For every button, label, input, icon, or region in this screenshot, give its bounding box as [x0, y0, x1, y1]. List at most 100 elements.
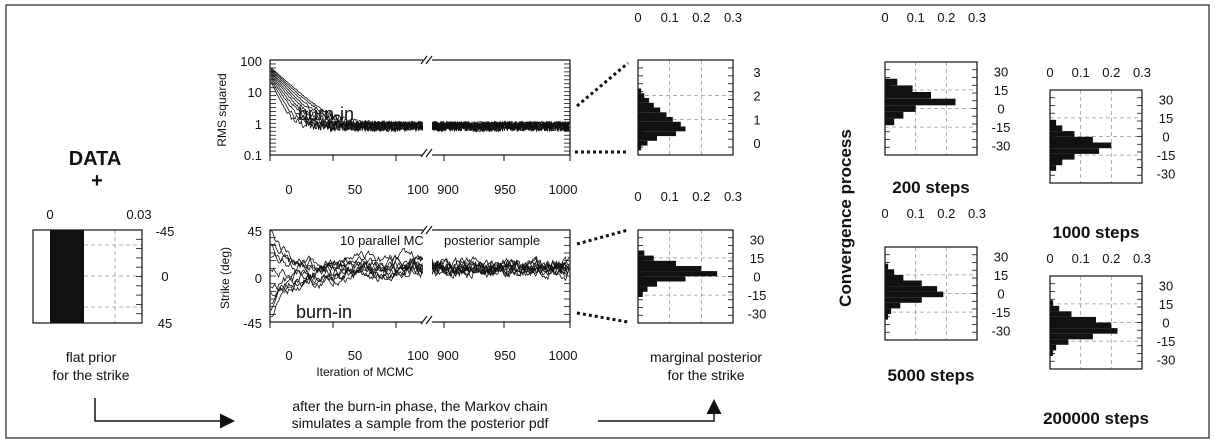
- conv-0-top-tick-0: 0: [881, 10, 888, 25]
- strike-traces: [270, 230, 570, 318]
- conv-3-top-tick-2: 0.2: [1102, 251, 1120, 266]
- conv-0-right-tick-1: 15: [994, 83, 1008, 98]
- conv-1-right-tick-4: -30: [1157, 167, 1176, 182]
- conv-2-bar-0: [885, 263, 889, 270]
- conv-1-bar-3: [1050, 136, 1093, 143]
- strike-x-tick-5: 1000: [549, 348, 578, 363]
- conv-1-right-tick-3: -15: [1157, 148, 1176, 163]
- chains-label: 10 parallel MC: [340, 233, 424, 248]
- conv-3-bar-3: [1050, 316, 1096, 323]
- rms-x-tick-5: 1000: [549, 182, 578, 197]
- strike-hist-top-tick-0: 0: [634, 189, 641, 204]
- rms-x-tick-4: 950: [494, 182, 516, 197]
- rms-hist-bar-7: [638, 121, 681, 127]
- rms-hist-bar-4: [638, 107, 661, 113]
- rms-y-tick-2: 1: [255, 117, 262, 132]
- rms-x-tick-0: 0: [285, 182, 292, 197]
- strike-hist-bar-4: [638, 271, 718, 277]
- rms-hist-top-tick-1: 0.1: [661, 10, 679, 25]
- strike-chain-right-8: [431, 258, 570, 277]
- rms-hist-bar-0: [638, 88, 642, 94]
- strike-hist-right-tick-3: -15: [748, 288, 767, 303]
- conv-1-bar-8: [1050, 165, 1057, 171]
- rms-chain-right-8: [431, 120, 570, 132]
- conv-3-bar-6: [1050, 333, 1093, 340]
- conv-3-bar-2: [1050, 311, 1072, 317]
- strike-chain-left-8: [270, 246, 424, 283]
- conv-2-right-tick-4: -30: [992, 324, 1011, 339]
- strike-x-tick-3: 900: [437, 348, 459, 363]
- conv-1-bar-2: [1050, 131, 1075, 137]
- strike-hist-top-tick-3: 0.3: [724, 189, 742, 204]
- strike-hist-bar-5: [638, 276, 686, 282]
- conv-2-right-tick-3: -15: [992, 305, 1011, 320]
- conv-1-top-tick-2: 0.2: [1102, 65, 1120, 80]
- convergence-panel-200: 0 0.1 0.2 0.3 30 15 0 -15 -30 200 steps: [881, 10, 1010, 197]
- marginal-caption-2: for the strike: [667, 367, 744, 383]
- prior-flat-bar: [50, 230, 84, 323]
- conv-0-bar-5: [885, 112, 904, 119]
- outer-border: [5, 4, 1210, 439]
- strike-chain-left-7: [270, 257, 424, 291]
- axis-break-icon: [420, 148, 428, 158]
- conv-1-bar-5: [1050, 148, 1100, 154]
- flow-arrow-left: [94, 398, 235, 429]
- strike-panel: Strike (deg) 45 0 -45 10 parallel MC pos…: [218, 224, 577, 379]
- flow-caption-2: simulates a sample from the posterior pd…: [292, 415, 549, 431]
- prior-title: DATA: [69, 148, 122, 170]
- convergence-label-0: 200 steps: [892, 178, 970, 197]
- strike-hist-top-tick-2: 0.2: [692, 189, 710, 204]
- conv-0-top-tick-3: 0.3: [968, 10, 986, 25]
- conv-1-top-tick-3: 0.3: [1133, 65, 1151, 80]
- prior-plus: +: [91, 170, 103, 192]
- conv-2-top-tick-2: 0.2: [937, 206, 955, 221]
- rms-hist-right-tick-0: 3: [753, 65, 760, 80]
- posterior-sample-label: posterior sample: [444, 233, 540, 248]
- convergence-label-1: 1000 steps: [1053, 223, 1140, 242]
- strike-x-tick-4: 950: [494, 348, 516, 363]
- rms-y-tick-3: 0.1: [244, 148, 262, 163]
- conv-1-bar-7: [1050, 159, 1063, 166]
- rms-hist-right-tick-1: 2: [753, 89, 760, 104]
- conv-2-top-tick-0: 0: [881, 206, 888, 221]
- strike-hist-top-tick-1: 0.1: [661, 189, 679, 204]
- conv-2-top-tick-1: 0.1: [907, 206, 925, 221]
- strike-y-tick-1: 0: [255, 271, 262, 286]
- rms-hist-top-tick-2: 0.2: [692, 10, 710, 25]
- conv-3-right-tick-2: 0: [1162, 316, 1169, 331]
- conv-2-bar-8: [885, 308, 892, 314]
- strike-hist-bar-3: [638, 266, 702, 272]
- strike-histogram: 0 0.1 0.2 0.3 30 15 0 -15 -30: [634, 189, 767, 324]
- convergence-panel-1000: 0 0.1 0.2 0.3 30 15 0 -15 -30 1000 steps: [1046, 65, 1175, 242]
- rms-ylabel: RMS squared: [215, 73, 229, 146]
- rms-chain-right-9: [431, 120, 570, 133]
- conv-1-bar-1: [1050, 125, 1063, 132]
- prior-x-tick-0: 0: [46, 207, 53, 222]
- rms-x-tick-1: 50: [348, 182, 362, 197]
- rms-burnin-label: burn-in: [298, 104, 354, 124]
- conv-2-top-tick-3: 0.3: [968, 206, 986, 221]
- conv-0-top-tick-2: 0.2: [937, 10, 955, 25]
- rms-hist-bar-12: [638, 145, 642, 151]
- conv-2-right-tick-0: 30: [994, 249, 1008, 264]
- rms-chain-left-7: [270, 69, 424, 132]
- rms-hist-bar-1: [638, 93, 645, 99]
- strike-ylabel: Strike (deg): [218, 247, 232, 309]
- prior-frame: [32, 229, 143, 324]
- flow-arrow-right: [598, 399, 722, 422]
- rms-y-tick-0: 100: [240, 54, 262, 69]
- conv-2-bar-3: [885, 280, 922, 287]
- rms-y-tick-1: 10: [248, 85, 262, 100]
- rms-panel: RMS squared 100 10 1 0.1 burn-in 0 50 10…: [215, 54, 577, 197]
- conv-2-bar-4: [885, 286, 938, 292]
- conv-2-bar-1: [885, 269, 895, 275]
- dotted-connectors: [575, 61, 629, 324]
- conv-3-top-tick-3: 0.3: [1133, 251, 1151, 266]
- axis-break-icon-2: [420, 315, 428, 325]
- strike-hist-bar-1: [638, 255, 654, 261]
- flow-caption-1: after the burn-in phase, the Markov chai…: [292, 398, 547, 414]
- conv-2-bar-2: [885, 274, 904, 281]
- rms-hist-right-tick-2: 1: [753, 112, 760, 127]
- strike-hist-right-tick-4: -30: [748, 307, 767, 322]
- conv-3-bar-1: [1050, 305, 1060, 312]
